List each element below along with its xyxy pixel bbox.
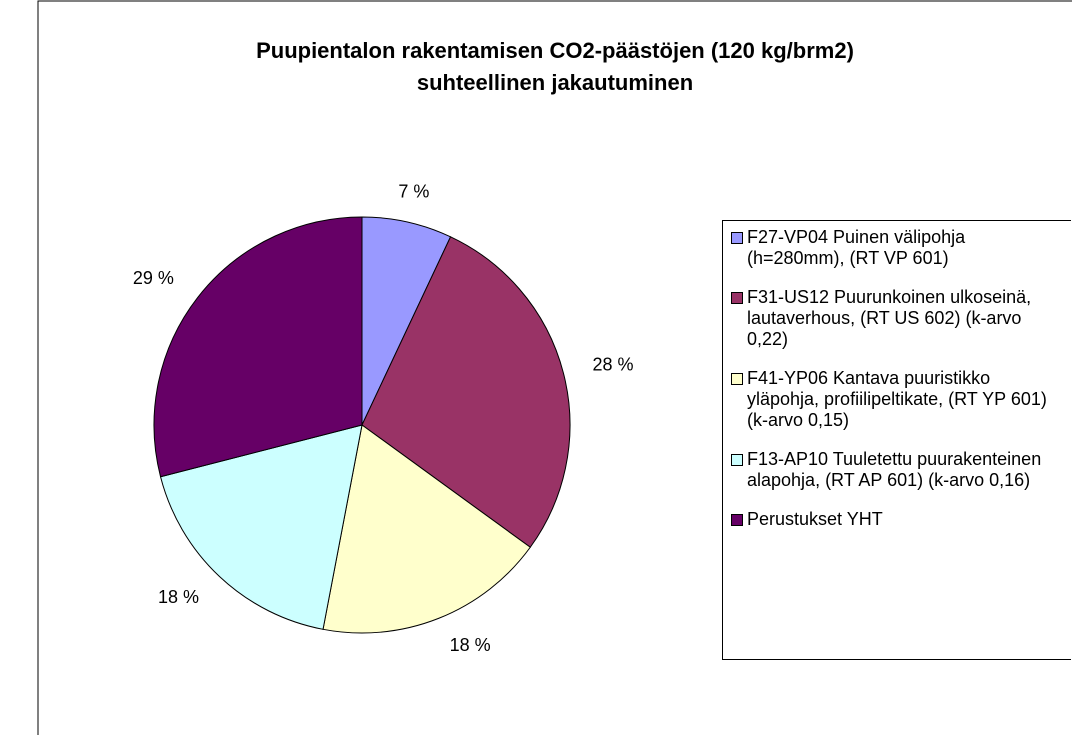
chart-title: suhteellinen jakautuminen [417, 70, 693, 95]
legend-item: F41-YP06 Kantava puuristikko yläpohja, p… [731, 368, 1067, 431]
data-label: 7 % [398, 181, 429, 201]
data-label: 29 % [133, 268, 174, 288]
data-label: 18 % [450, 635, 491, 655]
data-label: 28 % [593, 355, 634, 375]
pie-slice [322, 424, 531, 634]
legend-label: F13-AP10 Tuuletettu puurakenteinen alapo… [747, 449, 1042, 490]
legend-swatch [731, 454, 743, 466]
pie-slice [159, 424, 363, 630]
legend-swatch [731, 373, 743, 385]
chart-title: Puupientalon rakentamisen CO2-päästöjen … [256, 38, 854, 63]
legend-item: F13-AP10 Tuuletettu puurakenteinen alapo… [731, 449, 1067, 491]
legend-swatch [731, 514, 743, 526]
legend: F27-VP04 Puinen välipohja (h=280mm), (RT… [722, 220, 1071, 660]
legend-item: F27-VP04 Puinen välipohja (h=280mm), (RT… [731, 227, 1067, 269]
chart-border [37, 0, 1072, 735]
legend-item: F31-US12 Puurunkoinen ulkoseinä, lautave… [731, 287, 1067, 350]
legend-label: F41-YP06 Kantava puuristikko yläpohja, p… [747, 368, 1047, 430]
legend-label: Perustukset YHT [747, 509, 883, 529]
legend-label: F31-US12 Puurunkoinen ulkoseinä, lautave… [747, 287, 1032, 349]
legend-item: Perustukset YHT [731, 509, 1067, 530]
legend-swatch [731, 292, 743, 304]
legend-label: F27-VP04 Puinen välipohja (h=280mm), (RT… [747, 227, 966, 268]
data-label: 18 % [158, 587, 199, 607]
pie-slice [153, 216, 363, 478]
pie-slice [361, 236, 571, 548]
legend-swatch [731, 232, 743, 244]
